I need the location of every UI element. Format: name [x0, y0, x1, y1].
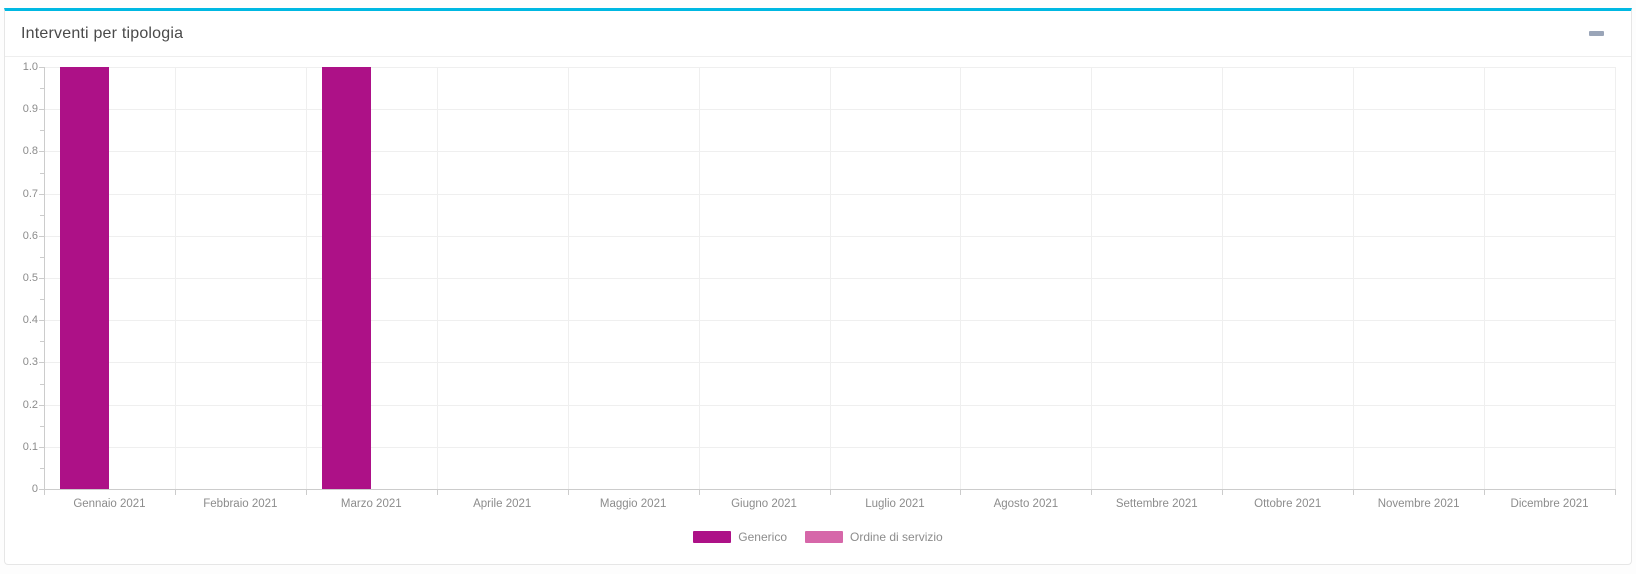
x-axis-tick-label: Giugno 2021	[731, 498, 797, 510]
y-axis-tick	[39, 362, 44, 364]
y-axis-line	[44, 67, 45, 495]
y-axis-tick-label: 0.2	[22, 398, 38, 411]
y-axis-tick	[39, 278, 44, 279]
x-axis-tick	[1484, 489, 1486, 495]
bar-generico-gennaio-2021[interactable]	[60, 67, 110, 489]
y-axis-tick-label: 0.3	[22, 356, 38, 369]
legend-item-ordine-di-servizio[interactable]: Ordine di servizio	[805, 530, 943, 544]
x-axis-tick	[1091, 489, 1093, 495]
x-axis-tick-label: Luglio 2021	[865, 498, 925, 510]
x-axis-tick-label: Ottobre 2021	[1254, 498, 1322, 510]
y-axis-tick-label: 0.9	[22, 103, 38, 116]
y-axis-tick	[39, 151, 44, 153]
x-axis-tick-label: Gennaio 2021	[73, 498, 146, 510]
chart-legend: Generico Ordine di servizio	[5, 530, 1631, 544]
bar-generico-marzo-2021[interactable]	[322, 67, 372, 489]
y-axis-minor-tick	[40, 88, 44, 90]
y-axis-tick-label: 0.1	[22, 440, 38, 453]
x-axis-tick	[960, 489, 962, 495]
x-axis-tick	[436, 489, 438, 495]
x-axis-line	[44, 489, 1615, 490]
collapse-button[interactable]	[1585, 26, 1607, 42]
y-axis-minor-tick	[40, 130, 44, 132]
x-gridline	[305, 67, 307, 489]
bar-chart: 0 0.1 0.2 0.3 0.4 0.5 0.6 0.7 0.8 0.9 1.0 Gennaio 2…	[5, 57, 1631, 563]
y-axis-tick-label: 0.6	[22, 229, 38, 242]
x-axis-tick	[1353, 489, 1355, 495]
x-gridline	[698, 67, 700, 489]
y-axis-minor-tick	[40, 214, 44, 216]
x-gridline	[174, 67, 176, 489]
y-axis-tick-label: 0.7	[22, 187, 38, 200]
y-axis-tick	[39, 67, 44, 68]
y-axis-tick	[39, 446, 44, 448]
y-axis-tick-label: 0.5	[22, 272, 38, 284]
legend-label: Generico	[738, 530, 787, 544]
x-axis-tick	[1222, 489, 1224, 495]
x-gridline	[1615, 67, 1616, 489]
y-axis-tick	[39, 193, 44, 195]
card-header: Interventi per tipologia	[5, 11, 1631, 57]
x-gridline	[1353, 67, 1355, 489]
x-gridline	[1222, 67, 1224, 489]
y-axis-minor-tick	[40, 467, 44, 469]
y-axis-minor-tick	[40, 172, 44, 174]
card-title: Interventi per tipologia	[21, 24, 184, 42]
x-axis-tick-label: Aprile 2021	[473, 498, 532, 510]
y-axis-tick-label: 0.4	[22, 314, 38, 327]
x-gridline	[567, 67, 569, 489]
legend-swatch-icon	[805, 531, 843, 543]
x-gridline	[829, 67, 831, 489]
y-axis-tick	[39, 404, 44, 406]
y-axis-minor-tick	[40, 299, 44, 301]
x-axis-tick-label: Agosto 2021	[993, 498, 1059, 510]
x-axis-tick	[305, 489, 307, 495]
y-axis-minor-tick	[40, 341, 44, 343]
x-axis-tick	[567, 489, 569, 495]
x-axis-tick	[829, 489, 831, 495]
x-axis-tick-label: Dicembre 2021	[1510, 498, 1589, 510]
x-axis-tick	[174, 489, 176, 495]
x-axis-tick-label: Maggio 2021	[599, 498, 667, 510]
x-axis-tick-label: Settembre 2021	[1115, 498, 1198, 510]
legend-swatch-icon	[693, 531, 732, 543]
y-axis-tick	[39, 489, 44, 490]
y-axis-minor-tick	[40, 256, 44, 258]
y-axis-minor-tick	[40, 383, 44, 385]
y-axis-tick	[39, 320, 44, 322]
x-axis-tick	[698, 489, 700, 495]
legend-item-generico[interactable]: Generico	[693, 530, 787, 544]
x-gridline	[436, 67, 438, 489]
y-axis-tick	[39, 109, 44, 111]
y-axis-tick-label: 0.8	[22, 145, 38, 158]
y-axis-tick-label: 1.0	[22, 61, 38, 73]
y-axis-tick	[39, 235, 44, 237]
x-gridline	[960, 67, 962, 489]
x-axis-tick-label: Novembre 2021	[1377, 498, 1460, 510]
x-gridline	[1091, 67, 1093, 489]
y-axis-tick-label: 0	[31, 483, 38, 495]
x-axis-tick-label: Marzo 2021	[340, 498, 402, 510]
x-gridline	[1484, 67, 1486, 489]
legend-label: Ordine di servizio	[850, 530, 943, 544]
chart-card: Interventi per tipologia 0 0.1 0.2 0.3 0.4 0.…	[4, 8, 1632, 565]
y-axis-minor-tick	[40, 425, 44, 427]
x-axis-tick-label: Febbraio 2021	[203, 498, 278, 510]
minus-icon	[1588, 31, 1604, 36]
x-axis-tick	[1615, 489, 1616, 495]
